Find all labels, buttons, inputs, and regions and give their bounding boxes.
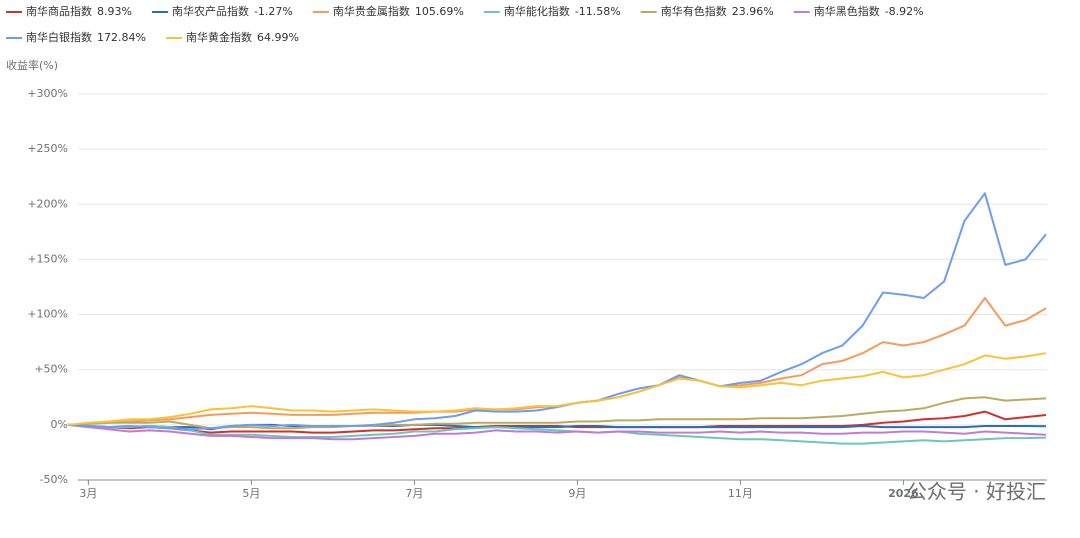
y-tick-label: 0% (51, 418, 68, 431)
watermark: 公众号 · 好投汇 (907, 480, 1046, 504)
series-line (67, 423, 1047, 445)
y-tick-label: +50% (34, 363, 68, 376)
y-tick-label: +250% (27, 142, 68, 155)
legend-name: 南华农产品指数 (172, 4, 249, 18)
series-line (67, 410, 1047, 434)
legend-name: 南华白银指数 (26, 30, 92, 44)
legend-value: 105.69% (415, 5, 464, 18)
legend-name: 南华有色指数 (661, 4, 727, 18)
y-tick-label: +150% (27, 252, 68, 265)
y-tick-label: +300% (27, 87, 68, 100)
x-tick-label: 9月 (568, 487, 586, 500)
x-tick-label: 5月 (242, 487, 260, 500)
legend-item: 南华白银指数 172.84% (6, 30, 146, 44)
legend-item: 南华黑色指数 -8.92% (793, 4, 924, 18)
legend-value: 23.96% (732, 5, 774, 18)
legend-item: 南华商品指数 8.93% (6, 4, 132, 18)
legend-value: -8.92% (885, 5, 924, 18)
legend-name: 南华黑色指数 (814, 4, 880, 18)
legend-name: 南华能化指数 (504, 4, 570, 18)
legend-name: 南华商品指数 (26, 4, 92, 18)
y-tick-label: +100% (27, 308, 68, 321)
series-line (67, 423, 1047, 441)
x-tick-label: 3月 (79, 487, 97, 500)
series-line (67, 352, 1047, 426)
series-line (67, 192, 1047, 431)
legend-value: 64.99% (257, 31, 299, 44)
y-axis-title: 收益率(%) (6, 58, 58, 72)
x-tick-label: 7月 (405, 487, 423, 500)
legend-value: -11.58% (575, 5, 621, 18)
legend-value: 8.93% (97, 5, 132, 18)
x-tick-label: 11月 (728, 487, 753, 500)
legend-item: 南华有色指数 23.96% (640, 4, 774, 18)
legend-item: 南华农产品指数 -1.27% (151, 4, 293, 18)
series-line (67, 396, 1047, 430)
x-tick-label: 2026 (888, 487, 919, 500)
legend-item: 南华能化指数 -11.58% (483, 4, 621, 18)
legend-name: 南华贵金属指数 (333, 4, 410, 18)
legend-value: -1.27% (254, 5, 293, 18)
legend-value: 172.84% (97, 31, 146, 44)
legend-item: 南华贵金属指数 105.69% (312, 4, 464, 18)
y-tick-label: +200% (27, 197, 68, 210)
legend-name: 南华黄金指数 (186, 30, 252, 44)
legend-item: 南华黄金指数 64.99% (165, 30, 299, 44)
y-tick-label: -50% (40, 473, 68, 486)
